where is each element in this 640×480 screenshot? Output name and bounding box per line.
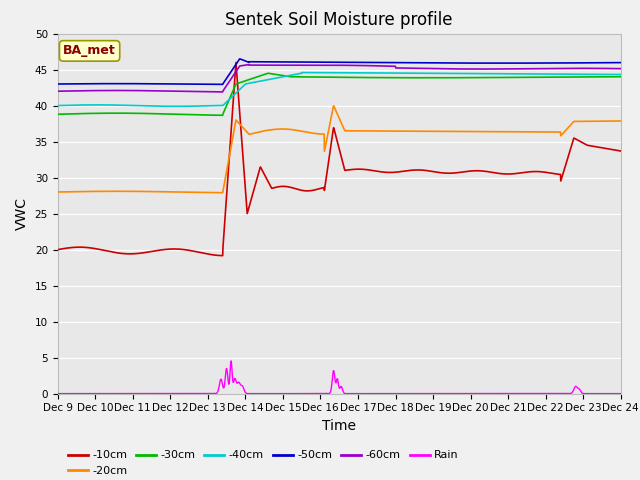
Y-axis label: VWC: VWC xyxy=(15,197,29,230)
Title: Sentek Soil Moisture profile: Sentek Soil Moisture profile xyxy=(225,11,453,29)
X-axis label: Time: Time xyxy=(322,419,356,433)
Text: BA_met: BA_met xyxy=(63,44,116,58)
Legend: -10cm, -20cm, -30cm, -40cm, -50cm, -60cm, Rain: -10cm, -20cm, -30cm, -40cm, -50cm, -60cm… xyxy=(63,446,463,480)
